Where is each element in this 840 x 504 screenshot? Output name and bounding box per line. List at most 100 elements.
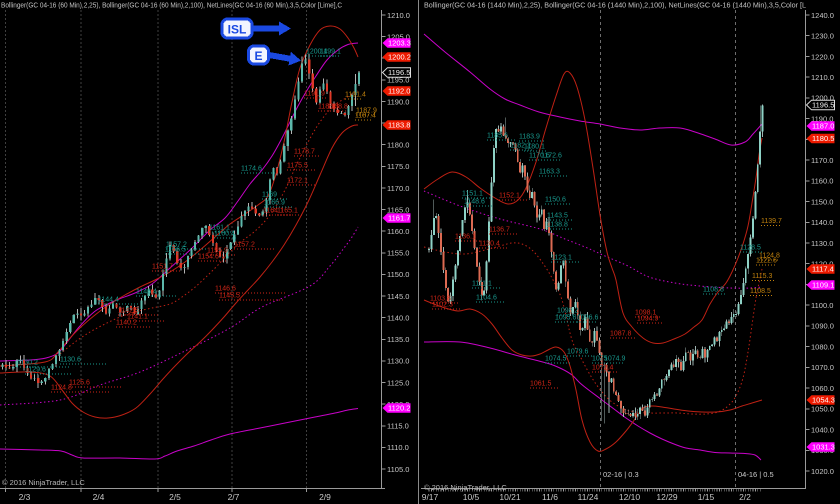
- svg-text:1144.4: 1144.4: [98, 297, 119, 304]
- svg-text:1/15: 1/15: [698, 492, 715, 502]
- svg-text:1160.4: 1160.4: [214, 231, 235, 238]
- svg-text:Bollinger(GC 04-16 (60 Min),2,: Bollinger(GC 04-16 (60 Min),2,25), Bolli…: [1, 3, 342, 10]
- svg-text:1188.8: 1188.8: [327, 104, 348, 111]
- svg-text:1125.6: 1125.6: [69, 380, 90, 387]
- svg-text:04-16 | 0.5: 04-16 | 0.5: [738, 470, 774, 479]
- svg-text:1156.5: 1156.5: [165, 247, 186, 254]
- svg-text:1136.7: 1136.7: [489, 227, 510, 234]
- svg-text:1200.0: 1200.0: [811, 94, 834, 103]
- svg-text:2/7: 2/7: [228, 492, 240, 502]
- svg-text:1174.6: 1174.6: [241, 166, 262, 173]
- svg-text:1130.0: 1130.0: [811, 239, 833, 248]
- svg-text:1139.7: 1139.7: [761, 218, 782, 225]
- svg-text:1087.8: 1087.8: [610, 331, 632, 338]
- svg-text:1103.8: 1103.8: [430, 296, 451, 303]
- svg-text:1120.0: 1120.0: [811, 260, 833, 269]
- svg-text:1195.0: 1195.0: [387, 76, 409, 85]
- svg-text:Bollinger(GC 04-16 (1440 Min),: Bollinger(GC 04-16 (1440 Min),2,25), Bol…: [424, 3, 806, 10]
- svg-text:1096.6: 1096.6: [577, 315, 599, 322]
- svg-text:1080.0: 1080.0: [811, 342, 834, 351]
- svg-text:1094.9: 1094.9: [637, 316, 659, 323]
- svg-text:1151.1: 1151.1: [462, 191, 483, 198]
- svg-text:1054.3: 1054.3: [812, 396, 835, 405]
- svg-text:1175.0: 1175.0: [387, 162, 409, 171]
- svg-text:1166.9: 1166.9: [264, 200, 285, 207]
- svg-text:1164.1: 1164.1: [263, 208, 284, 215]
- svg-text:1140.0: 1140.0: [387, 314, 409, 323]
- svg-text:1141.1: 1141.1: [127, 314, 148, 321]
- svg-text:1160.0: 1160.0: [811, 177, 833, 186]
- svg-text:1102.3: 1102.3: [432, 302, 453, 309]
- svg-text:11/24: 11/24: [578, 492, 599, 502]
- svg-text:1200.4: 1200.4: [306, 49, 328, 56]
- svg-text:1154.6: 1154.6: [198, 254, 219, 261]
- svg-text:1230.0: 1230.0: [811, 32, 834, 41]
- svg-text:1191.9: 1191.9: [304, 91, 325, 98]
- svg-text:1172.6: 1172.6: [541, 153, 562, 160]
- svg-text:1079.6: 1079.6: [567, 349, 589, 356]
- svg-text:1146.4: 1146.4: [136, 289, 157, 296]
- svg-text:1180.5: 1180.5: [812, 134, 834, 143]
- svg-text:2/4: 2/4: [93, 492, 105, 502]
- svg-text:12/10: 12/10: [619, 492, 641, 502]
- svg-text:1111.1: 1111.1: [472, 281, 492, 288]
- svg-text:10/5: 10/5: [463, 492, 480, 502]
- svg-text:1140.0: 1140.0: [811, 218, 833, 227]
- svg-text:1205.0: 1205.0: [387, 32, 410, 41]
- svg-text:1196.5: 1196.5: [388, 68, 410, 77]
- svg-text:1130.4: 1130.4: [479, 241, 500, 248]
- svg-text:2/3: 2/3: [19, 492, 31, 502]
- svg-text:1157.2: 1157.2: [166, 242, 187, 249]
- svg-text:1060.0: 1060.0: [811, 384, 834, 393]
- svg-text:1020.0: 1020.0: [811, 467, 834, 476]
- svg-text:1136.1: 1136.1: [455, 234, 476, 241]
- svg-text:© 2016 NinjaTrader, LLC: © 2016 NinjaTrader, LLC: [2, 478, 85, 487]
- svg-text:1188.3: 1188.3: [318, 104, 339, 111]
- svg-text:1190.0: 1190.0: [811, 114, 833, 123]
- svg-text:1104.6: 1104.6: [476, 295, 497, 302]
- svg-text:1072.4: 1072.4: [592, 365, 614, 372]
- svg-text:1210.0: 1210.0: [387, 11, 410, 20]
- svg-text:1117.4: 1117.4: [812, 265, 834, 274]
- svg-text:1075: 1075: [592, 356, 608, 363]
- svg-text:1165.1: 1165.1: [277, 208, 298, 215]
- svg-text:1210.0: 1210.0: [811, 73, 834, 82]
- svg-text:1170.0: 1170.0: [811, 156, 833, 165]
- svg-text:1110.0: 1110.0: [387, 443, 409, 452]
- svg-text:1180.0: 1180.0: [387, 141, 409, 150]
- svg-text:1192.0: 1192.0: [388, 87, 410, 96]
- svg-text:1124.8: 1124.8: [759, 253, 780, 260]
- svg-text:1185.6: 1185.6: [487, 133, 508, 140]
- svg-text:1165.0: 1165.0: [387, 205, 409, 214]
- svg-text:1161.1: 1161.1: [209, 225, 230, 232]
- svg-text:2/2: 2/2: [739, 492, 751, 502]
- svg-text:1143.5: 1143.5: [547, 213, 568, 220]
- svg-text:1178.7: 1178.7: [294, 149, 315, 156]
- svg-text:1183.9: 1183.9: [519, 134, 540, 141]
- svg-text:1152.1: 1152.1: [499, 193, 520, 200]
- svg-text:1191.4: 1191.4: [345, 92, 366, 99]
- svg-text:1140.2: 1140.2: [116, 320, 137, 327]
- svg-text:02-16 | 0.3: 02-16 | 0.3: [603, 470, 639, 479]
- svg-text:1120.2: 1120.2: [388, 404, 410, 413]
- svg-text:1074.9: 1074.9: [604, 356, 626, 363]
- svg-text:9/17: 9/17: [422, 492, 439, 502]
- svg-text:1050.0: 1050.0: [811, 405, 834, 414]
- svg-text:1130.2: 1130.2: [17, 360, 38, 367]
- svg-text:1124.8: 1124.8: [51, 385, 72, 392]
- svg-text:2/5: 2/5: [169, 492, 181, 502]
- svg-text:1203.3: 1203.3: [388, 39, 411, 48]
- svg-text:11/6: 11/6: [542, 492, 558, 502]
- svg-text:1196.5: 1196.5: [812, 101, 834, 110]
- svg-text:1161.7: 1161.7: [388, 214, 410, 223]
- svg-text:1098.2: 1098.2: [557, 308, 579, 315]
- svg-text:1183.8: 1183.8: [388, 121, 410, 130]
- svg-text:1122.6: 1122.6: [756, 258, 777, 265]
- svg-text:1074.5: 1074.5: [545, 356, 567, 363]
- svg-text:1150.0: 1150.0: [811, 197, 833, 206]
- svg-text:1115.3: 1115.3: [752, 273, 772, 280]
- svg-text:1040.0: 1040.0: [811, 425, 834, 434]
- svg-text:1115.0: 1115.0: [387, 422, 409, 431]
- svg-text:1150.0: 1150.0: [387, 270, 409, 279]
- svg-text:ISL: ISL: [228, 23, 247, 37]
